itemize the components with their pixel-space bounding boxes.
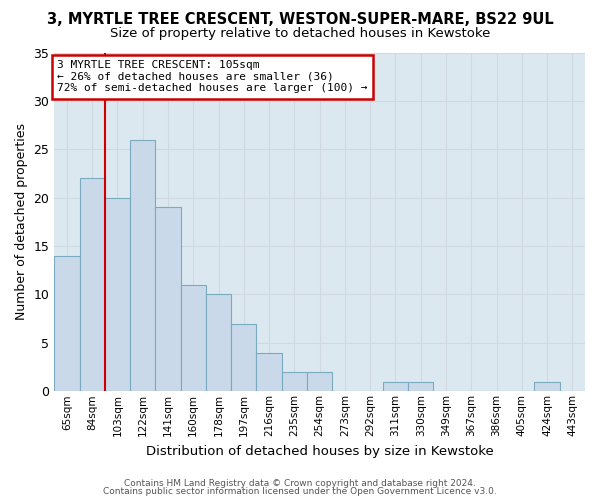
Text: Size of property relative to detached houses in Kewstoke: Size of property relative to detached ho… xyxy=(110,28,490,40)
Text: Contains public sector information licensed under the Open Government Licence v3: Contains public sector information licen… xyxy=(103,487,497,496)
Bar xyxy=(256,352,282,392)
Bar xyxy=(282,372,307,392)
Y-axis label: Number of detached properties: Number of detached properties xyxy=(15,124,28,320)
Bar xyxy=(408,382,433,392)
Bar xyxy=(181,285,206,392)
Bar xyxy=(307,372,332,392)
Text: Contains HM Land Registry data © Crown copyright and database right 2024.: Contains HM Land Registry data © Crown c… xyxy=(124,478,476,488)
Bar xyxy=(80,178,105,392)
X-axis label: Distribution of detached houses by size in Kewstoke: Distribution of detached houses by size … xyxy=(146,444,494,458)
Bar xyxy=(105,198,130,392)
Bar xyxy=(206,294,231,392)
Bar xyxy=(383,382,408,392)
Bar xyxy=(54,256,80,392)
Text: 3, MYRTLE TREE CRESCENT, WESTON-SUPER-MARE, BS22 9UL: 3, MYRTLE TREE CRESCENT, WESTON-SUPER-MA… xyxy=(47,12,553,28)
Text: 3 MYRTLE TREE CRESCENT: 105sqm
← 26% of detached houses are smaller (36)
72% of : 3 MYRTLE TREE CRESCENT: 105sqm ← 26% of … xyxy=(58,60,368,94)
Bar xyxy=(535,382,560,392)
Bar xyxy=(231,324,256,392)
Bar xyxy=(130,140,155,392)
Bar xyxy=(155,208,181,392)
